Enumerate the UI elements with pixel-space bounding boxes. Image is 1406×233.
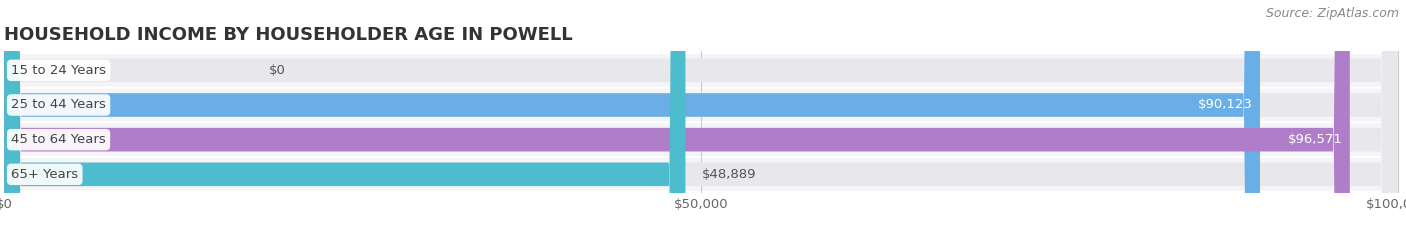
FancyBboxPatch shape bbox=[4, 0, 1398, 233]
Text: $48,889: $48,889 bbox=[702, 168, 756, 181]
Text: $0: $0 bbox=[269, 64, 285, 77]
FancyBboxPatch shape bbox=[4, 0, 1398, 233]
Text: 25 to 44 Years: 25 to 44 Years bbox=[11, 99, 105, 112]
FancyBboxPatch shape bbox=[4, 158, 1398, 191]
Text: $96,571: $96,571 bbox=[1288, 133, 1343, 146]
FancyBboxPatch shape bbox=[4, 54, 1398, 87]
FancyBboxPatch shape bbox=[4, 123, 1398, 156]
Text: $90,123: $90,123 bbox=[1198, 99, 1253, 112]
Text: 15 to 24 Years: 15 to 24 Years bbox=[11, 64, 107, 77]
Text: 65+ Years: 65+ Years bbox=[11, 168, 79, 181]
FancyBboxPatch shape bbox=[4, 89, 1398, 121]
FancyBboxPatch shape bbox=[4, 0, 686, 233]
FancyBboxPatch shape bbox=[4, 0, 1398, 233]
Text: Source: ZipAtlas.com: Source: ZipAtlas.com bbox=[1265, 7, 1399, 20]
Text: 45 to 64 Years: 45 to 64 Years bbox=[11, 133, 105, 146]
FancyBboxPatch shape bbox=[4, 0, 1398, 233]
Text: HOUSEHOLD INCOME BY HOUSEHOLDER AGE IN POWELL: HOUSEHOLD INCOME BY HOUSEHOLDER AGE IN P… bbox=[4, 26, 572, 44]
FancyBboxPatch shape bbox=[4, 0, 1260, 233]
FancyBboxPatch shape bbox=[4, 0, 1350, 233]
